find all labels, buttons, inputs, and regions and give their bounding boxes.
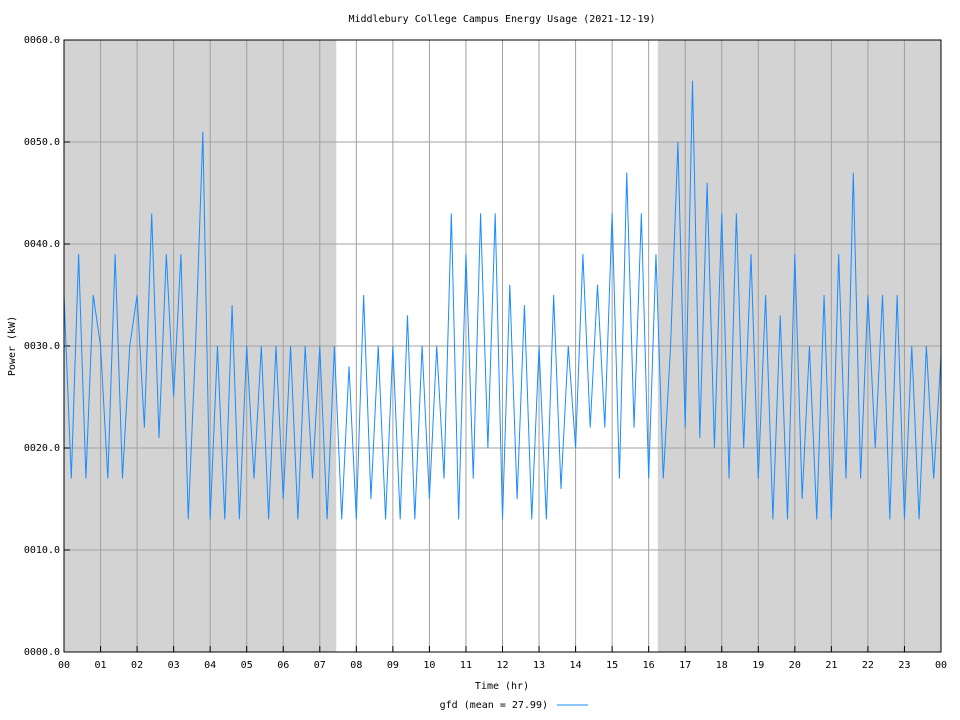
y-tick-label: 0050.0 [24,137,60,148]
y-tick-label: 0030.0 [24,341,60,352]
x-tick-label: 00 [58,660,70,671]
x-tick-label: 20 [789,660,801,671]
y-tick-label: 0040.0 [24,239,60,250]
x-tick-label: 21 [825,660,837,671]
x-tick-label: 07 [314,660,326,671]
x-tick-label: 04 [204,660,216,671]
x-tick-label: 13 [533,660,545,671]
x-tick-label: 03 [168,660,180,671]
x-tick-label: 02 [131,660,143,671]
x-tick-label: 19 [752,660,764,671]
y-axis-label: Power (kW) [7,316,18,376]
x-tick-label: 08 [350,660,362,671]
y-tick-label: 0060.0 [24,35,60,46]
x-tick-label: 14 [570,660,582,671]
x-tick-label: 05 [241,660,253,671]
x-tick-label: 23 [898,660,910,671]
x-tick-label: 01 [95,660,107,671]
x-tick-label: 09 [387,660,399,671]
x-tick-label: 12 [496,660,508,671]
x-tick-label: 00 [935,660,947,671]
x-axis-label: Time (hr) [475,681,529,692]
x-tick-label: 15 [606,660,618,671]
x-tick-label: 22 [862,660,874,671]
legend-label: gfd (mean = 27.99) [440,700,548,711]
y-tick-label: 0010.0 [24,545,60,556]
y-tick-label: 0020.0 [24,443,60,454]
x-tick-label: 06 [277,660,289,671]
data-line [63,80,942,520]
x-tick-label: 16 [643,660,655,671]
x-tick-label: 11 [460,660,472,671]
x-tick-label: 10 [423,660,435,671]
chart-title: Middlebury College Campus Energy Usage (… [348,14,655,25]
plot-border [63,39,942,653]
x-tick-label: 17 [679,660,691,671]
x-tick-label: 18 [716,660,728,671]
y-tick-label: 0000.0 [24,647,60,658]
